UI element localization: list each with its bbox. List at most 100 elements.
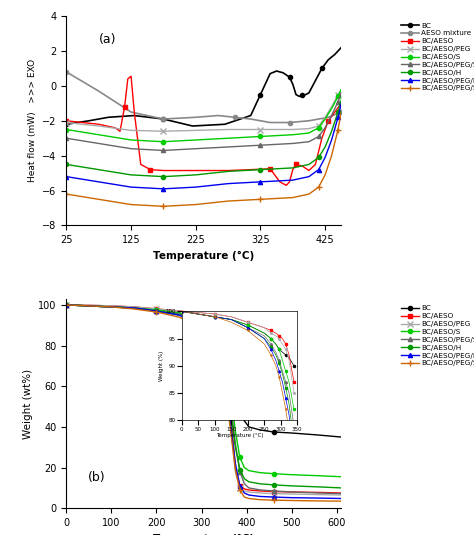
BC [280, 70, 286, 76]
BC/AESO/PEG [233, 469, 238, 475]
BC/AESO/H [335, 109, 341, 115]
BC/AESO/PEG/H [316, 495, 321, 501]
BC/AESO/S [86, 303, 92, 309]
BC/AESO/PEG/S/H [322, 172, 328, 178]
BC/AESO [64, 118, 69, 124]
BC/AESO [86, 302, 92, 309]
BC/AESO/PEG [64, 302, 69, 308]
Line: BC/AESO/PEG/H: BC/AESO/PEG/H [64, 101, 343, 191]
BC/AESO/S [335, 93, 341, 100]
BC/AESO/H [131, 305, 137, 311]
BC/AESO/PEG/S/H [329, 152, 335, 159]
BC [289, 430, 294, 436]
BC/AESO [122, 104, 128, 110]
BC [190, 123, 195, 129]
BC/AESO [138, 161, 144, 167]
X-axis label: Temperature (°C): Temperature (°C) [153, 533, 255, 535]
BC/AESO/PEG/H [210, 340, 216, 347]
BC/AESO/S [217, 338, 222, 345]
BC/AESO/PEG/H [109, 304, 114, 310]
BC/AESO/H [161, 173, 166, 180]
BC [106, 114, 111, 120]
BC/AESO [283, 182, 289, 188]
BC/AESO/S [96, 132, 101, 138]
BC/AESO/PEG/S [316, 490, 321, 496]
BC/AESO/S [306, 130, 312, 136]
BC/AESO/PEG/S/H [257, 196, 263, 203]
BC/AESO/PEG/S [290, 140, 296, 147]
BC/AESO [224, 363, 229, 369]
BC [210, 319, 216, 325]
BC [192, 314, 198, 320]
BC [257, 427, 263, 433]
BC/AESO [228, 414, 234, 420]
AESO mixture [216, 112, 221, 119]
BC/AESO/PEG/H [271, 494, 276, 500]
BC/AESO/PEG [316, 123, 321, 129]
BC/AESO/PEG/S/H [154, 309, 159, 315]
BC/AESO/S [329, 105, 335, 112]
AESO mixture [128, 109, 134, 115]
BC [274, 68, 280, 74]
BC/AESO/S [237, 454, 243, 461]
BC/AESO/PEG/S/H [306, 191, 312, 197]
AESO mixture [326, 114, 331, 120]
BC/AESO/S [154, 307, 159, 313]
BC/AESO/PEG/H [257, 493, 263, 500]
BC/AESO/PEG/S/H [185, 318, 191, 324]
BC/AESO/PEG/S [289, 489, 294, 495]
BC/AESO/PEG/S/H [271, 497, 276, 503]
Line: BC/AESO/PEG: BC/AESO/PEG [64, 87, 344, 134]
Legend: BC, AESO mixture, BC/AESO, BC/AESO/PEG, BC/AESO/S, BC/AESO/PEG/S, BC/AESO/H, BC/: BC, AESO mixture, BC/AESO, BC/AESO/PEG, … [398, 20, 474, 94]
BC/AESO/S [176, 310, 182, 316]
BC/AESO [326, 118, 331, 124]
BC/AESO/H [246, 479, 252, 485]
Line: BC/AESO: BC/AESO [64, 74, 343, 187]
BC/AESO/H [193, 172, 199, 178]
BC/AESO/PEG [228, 424, 234, 430]
BC/AESO/S [192, 314, 198, 320]
BC/AESO/H [64, 302, 69, 308]
BC/AESO/PEG [338, 492, 344, 498]
BC [228, 338, 234, 345]
BC [267, 71, 273, 77]
BC/AESO/PEG [257, 126, 263, 133]
Legend: BC, BC/AESO, BC/AESO/PEG, BC/AESO/S, BC/AESO/PEG/S, BC/AESO/H, BC/AESO/PEG/H, BC: BC, BC/AESO, BC/AESO/PEG, BC/AESO/S, BC/… [398, 302, 474, 369]
BC/AESO/PEG/H [338, 100, 344, 106]
BC/AESO [237, 483, 243, 489]
BC/AESO/PEG/S [233, 440, 238, 446]
AESO mixture [338, 109, 344, 115]
BC/AESO/S [224, 358, 229, 365]
BC/AESO/PEG/S/H [242, 494, 247, 500]
BC/AESO [316, 489, 321, 495]
BC [248, 112, 254, 119]
BC/AESO/PEG/S [228, 403, 234, 410]
BC/AESO/PEG/S/H [64, 302, 69, 308]
BC/AESO/PEG [289, 491, 294, 497]
BC/AESO/PEG [210, 320, 216, 326]
BC [131, 112, 137, 119]
BC/AESO [257, 488, 263, 494]
BC/AESO/S [109, 304, 114, 310]
BC [271, 429, 276, 435]
BC/AESO/PEG/S/H [193, 201, 199, 208]
BC/AESO/PEG/H [322, 154, 328, 160]
Line: BC/AESO/H: BC/AESO/H [64, 98, 343, 179]
BC/AESO/PEG/S [257, 142, 263, 148]
Line: BC/AESO/PEG/S: BC/AESO/PEG/S [64, 91, 343, 152]
BC/AESO/S [228, 391, 234, 398]
BC/AESO/PEG/S [246, 485, 252, 491]
BC/AESO/H [271, 482, 276, 488]
BC [224, 325, 229, 332]
BC/AESO/PEG [224, 369, 229, 375]
BC/AESO [125, 75, 131, 82]
AESO mixture [232, 114, 237, 120]
BC/AESO/H [225, 168, 231, 174]
BC/AESO/PEG/S/H [109, 304, 114, 310]
BC/AESO [289, 489, 294, 495]
BC/AESO/PEG/H [86, 303, 92, 309]
BC/AESO/PEG/S/H [228, 430, 234, 436]
BC/AESO/PEG [193, 127, 199, 134]
BC/AESO/PEG/H [329, 137, 335, 143]
BC/AESO/PEG [154, 306, 159, 312]
